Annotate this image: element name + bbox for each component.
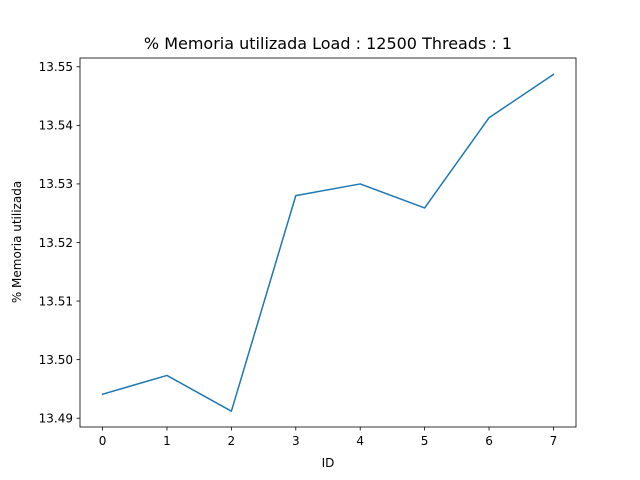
x-tick-label: 7 [550,434,558,448]
y-tick-label: 13.51 [39,294,73,308]
x-axis-ticks: 0 1 2 3 4 5 6 7 [99,427,558,448]
x-tick-label: 2 [228,434,236,448]
x-tick-label: 1 [163,434,171,448]
x-tick-label: 0 [99,434,107,448]
y-tick-label: 13.50 [39,353,73,367]
y-axis-ticks: 13.49 13.50 13.51 13.52 13.53 13.54 13.55 [39,60,80,426]
x-tick-label: 5 [421,434,429,448]
chart-title: % Memoria utilizada Load : 12500 Threads… [144,34,512,53]
x-tick-label: 4 [356,434,364,448]
x-axis-label: ID [322,456,335,470]
x-tick-label: 6 [485,434,493,448]
y-tick-label: 13.55 [39,60,73,74]
y-tick-label: 13.54 [39,119,73,133]
y-tick-label: 13.49 [39,412,73,426]
series-line-0 [101,73,555,412]
y-axis-label: % Memoria utilizada [10,181,24,303]
y-tick-label: 13.53 [39,177,73,191]
x-tick-label: 3 [292,434,300,448]
y-tick-label: 13.52 [39,236,73,250]
